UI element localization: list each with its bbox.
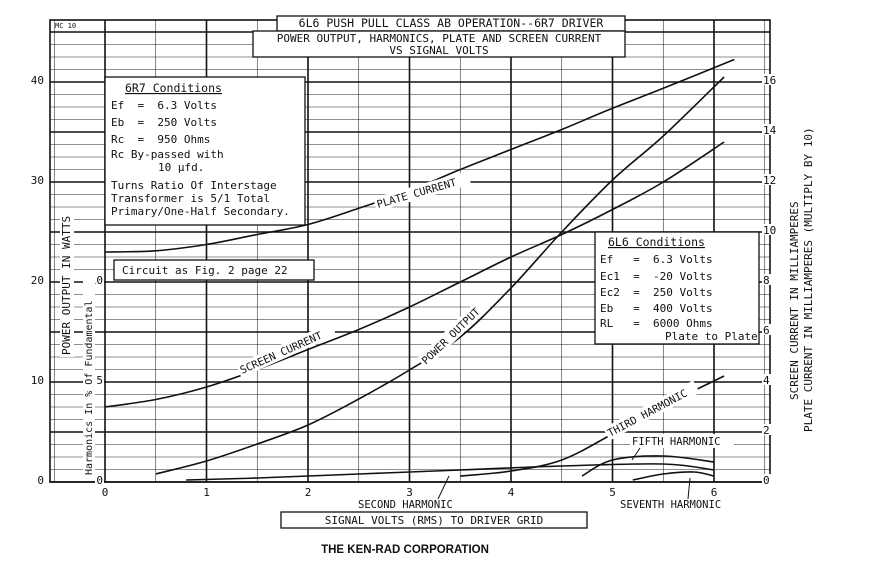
seventh-harmonic-leader [687,477,691,500]
y-harmonic-tick-label: 0 [96,474,103,487]
x-axis-label: SIGNAL VOLTS (RMS) TO DRIVER GRID [325,514,544,527]
y-right-tick-label: 6 [763,324,770,337]
conditions-6r7-heading: 6R7 Conditions [125,81,222,95]
fifth-harmonic-curve [581,455,715,477]
fifth-harmonic-label-bg [630,434,734,448]
power-output-label: POWER OUTPUT [420,305,483,367]
y-right-tick-bg [762,224,777,235]
conditions-6r7-bypass1: Rc By-passed with [111,148,224,161]
conditions-6r7-box [104,76,306,226]
y-right-tick-label: 4 [763,374,770,387]
second-harmonic-label-bg [356,497,464,511]
conditions-6r7-eb: Eb = 250 Volts [111,116,217,129]
seventh-harmonic-label-bg [618,497,738,511]
y-right-tick-bg [762,324,771,335]
conditions-6l6-ec2: Ec2 = 250 Volts [600,286,713,299]
conditions-6l6-ef: Ef = 6.3 Volts [600,253,713,266]
x-axis-label-box [280,511,588,529]
y-right-tick-bg [762,124,777,135]
y-harmonic-tick-bg [95,274,104,285]
y-right-tick-bg [762,274,771,285]
chart-subtitle-line1: POWER OUTPUT, HARMONICS, PLATE AND SCREE… [277,32,602,45]
conditions-6l6-ec1: Ec1 = -20 Volts [600,270,713,283]
y-harmonic-tick-bg [95,474,104,485]
y-right-tick-label: 2 [763,424,770,437]
y-harmonic-tick-label: 5 [96,374,103,387]
y-right-tick-label: 8 [763,274,770,287]
y-axis-power-label-group: POWER OUTPUT IN WATTS [60,215,74,357]
x-tick-label: 5 [609,486,616,499]
subtitle-box [252,30,626,58]
y-right-tick-label: 14 [763,124,777,137]
x-tick-label: 4 [508,486,515,499]
conditions-6l6-heading: 6L6 Conditions [608,235,705,249]
x-tick-label: 3 [406,486,413,499]
y-axis-harmonics-label: Harmonics In % Of Fundamental [84,300,95,475]
screen-current-curve [104,141,725,408]
y-power-tick-label: 20 [31,274,44,287]
second-harmonic-curve [186,463,715,481]
y-right-tick-bg [762,374,771,385]
conditions-6r7-ef: Ef = 6.3 Volts [111,99,217,112]
y-right-tick-label: 10 [763,224,776,237]
conditions-6r7-turns3: Primary/One-Half Secondary. [111,205,290,218]
y-axis-power-label: POWER OUTPUT IN WATTS [60,216,73,355]
y-right-tick-bg [762,74,777,85]
seventh-harmonic-curve [632,471,715,481]
y-right-tick-label: 0 [763,474,770,487]
second-harmonic-leader [437,475,450,500]
circuit-note: Circuit as Fig. 2 page 22 [122,264,288,277]
chart-subtitle-line2: VS SIGNAL VOLTS [389,44,488,57]
x-tick-label: 6 [711,486,718,499]
y-right-tick-label: 12 [763,174,776,187]
y-power-tick-label: 0 [37,474,44,487]
y-power-tick-label: 40 [31,74,44,87]
conditions-6r7-bypass2: 10 µfd. [158,161,204,174]
fifth-harmonic-leader [631,447,641,461]
power-output-label-group: POWER OUTPUT [416,297,490,369]
y-axis-plate-label-group: PLATE CURRENT IN MILLIAMPERES (MULTIPLY … [802,82,816,434]
conditions-6r7-turns2: Transformer is 5/1 Total [111,192,270,205]
plate-current-label-group: PLATE CURRENT [373,170,472,212]
fifth-harmonic-label: FIFTH HARMONIC [632,436,721,448]
conditions-6l6-eb: Eb = 400 Volts [600,302,713,315]
circuit-note-box [113,259,315,281]
y-harmonic-tick-bg [95,374,104,385]
conditions-6l6-box [594,231,760,345]
x-tick-label: 2 [305,486,312,499]
x-tick-label: 0 [102,486,109,499]
y-axis-screen-label: SCREEN CURRENT IN MILLIAMPERES [788,201,801,400]
conditions-6l6-rl2: Plate to Plate [665,330,758,343]
y-power-tick-label: 10 [31,374,44,387]
y-axis-screen-label-group: SCREEN CURRENT IN MILLIAMPERES [788,184,802,402]
chart-title: 6L6 PUSH PULL CLASS AB OPERATION--6R7 DR… [299,16,604,30]
conditions-6r7-turns1: Turns Ratio Of Interstage [111,179,277,192]
footer-company: THE KEN-RAD CORPORATION [321,544,489,556]
y-power-tick-label: 30 [31,174,44,187]
y-axis-plate-label: PLATE CURRENT IN MILLIAMPERES (MULTIPLY … [802,127,815,432]
y-right-tick-bg [762,174,777,185]
conditions-6l6-rl: RL = 6000 Ohms [600,317,713,330]
x-tick-label: 1 [203,486,210,499]
y-right-tick-label: 16 [763,74,776,87]
second-harmonic-label: SECOND HARMONIC [358,499,453,511]
y-right-tick-bg [762,474,771,485]
y-right-tick-bg [762,424,771,435]
y-axis-harmonics-label-group: Harmonics In % Of Fundamental [83,275,95,477]
seventh-harmonic-label: SEVENTH HARMONIC [620,499,721,511]
conditions-6r7-rc: Rc = 950 Ohms [111,133,210,146]
corner-code: MC 10 [55,22,76,30]
